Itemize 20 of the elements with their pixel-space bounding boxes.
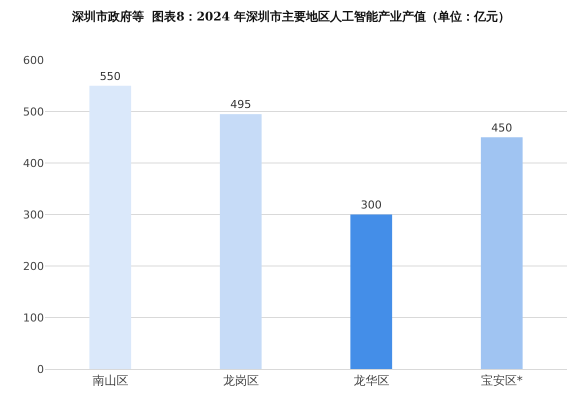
y-tick-label: 500 (23, 105, 44, 118)
bar (480, 137, 523, 369)
bar (220, 114, 262, 369)
x-tick-label: 龙华区 (353, 373, 390, 388)
y-tick-label: 400 (23, 156, 44, 170)
y-tick-label: 0 (37, 362, 44, 376)
data-label: 450 (491, 121, 512, 134)
bar (350, 214, 392, 369)
y-tick-label: 300 (23, 208, 44, 222)
x-tick-label: 宝安区* (480, 373, 523, 388)
y-tick-label: 200 (23, 260, 44, 273)
x-tick-label: 南山区 (92, 373, 128, 388)
bar (89, 86, 132, 369)
data-label: 495 (230, 98, 252, 112)
x-tick-label: 龙岗区 (222, 373, 259, 388)
chart-title: 深圳市政府等 图表8：2024 年深圳市主要地区人工智能产业产值（单位：亿元） (70, 10, 510, 24)
y-tick-label: 600 (23, 54, 44, 67)
y-tick-label: 100 (23, 311, 44, 324)
data-label: 550 (100, 70, 121, 83)
data-label: 300 (360, 198, 382, 212)
